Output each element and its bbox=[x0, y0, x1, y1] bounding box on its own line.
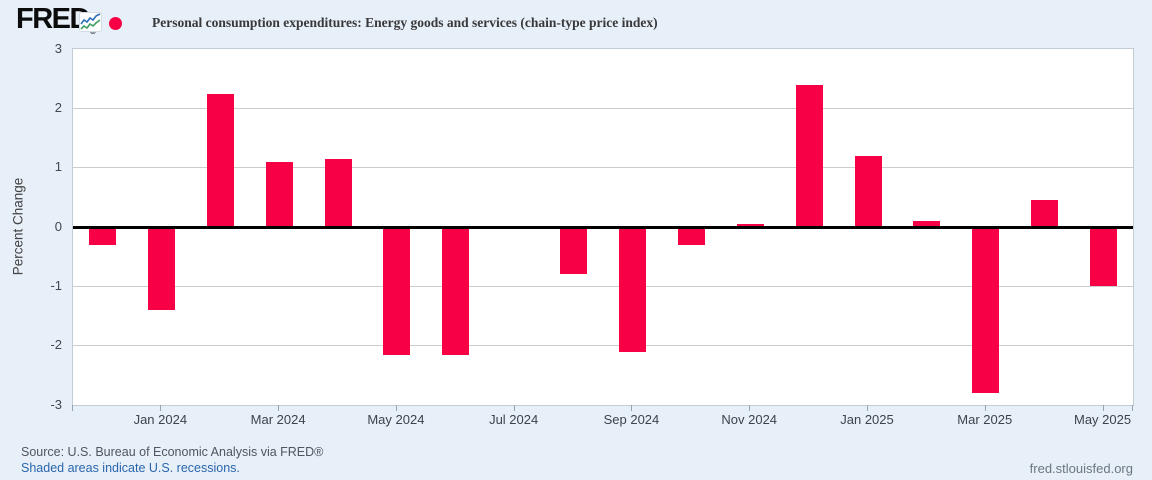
gridline-y-1 bbox=[73, 167, 1133, 169]
x-tick-may-2024 bbox=[395, 405, 397, 411]
x-axis-edge-tick-right bbox=[1132, 405, 1133, 411]
x-tick-mar-2025 bbox=[984, 405, 986, 411]
chart-header: FRED® Personal consumption expenditures:… bbox=[0, 0, 1152, 40]
mini-line-chart-icon bbox=[79, 12, 102, 32]
bar-oct-2024[interactable] bbox=[677, 227, 705, 245]
bar-aug-2024[interactable] bbox=[560, 227, 588, 275]
legend-item[interactable]: Personal consumption expenditures: Energ… bbox=[109, 15, 658, 31]
bar-jan-2024[interactable] bbox=[147, 227, 175, 311]
y-tick-label-3: 3 bbox=[54, 40, 62, 56]
x-tick-sep-2024 bbox=[631, 405, 633, 411]
bar-feb-2024[interactable] bbox=[206, 93, 234, 227]
bar-dec-2024[interactable] bbox=[795, 84, 823, 227]
bar-jan-2025[interactable] bbox=[854, 155, 882, 227]
bar-dec-2023[interactable] bbox=[88, 227, 116, 245]
x-tick-label-sep-2024: Sep 2024 bbox=[603, 412, 660, 427]
fred-site-link[interactable]: fred.stlouisfed.org bbox=[1029, 461, 1133, 476]
bar-may-2024[interactable] bbox=[383, 227, 411, 355]
y-tick-label-2: 2 bbox=[54, 99, 62, 115]
x-tick-label-mar-2025: Mar 2025 bbox=[957, 412, 1013, 427]
zero-line bbox=[73, 225, 1133, 229]
x-tick-jul-2024 bbox=[513, 405, 515, 411]
gridline-y--1 bbox=[73, 285, 1133, 287]
bar-sep-2024[interactable] bbox=[618, 227, 646, 352]
bar-feb-2025[interactable] bbox=[913, 221, 941, 227]
y-tick-label--2: -2 bbox=[50, 337, 62, 353]
x-axis-edge-tick-left bbox=[72, 405, 73, 411]
series-title: Personal consumption expenditures: Energ… bbox=[152, 15, 658, 30]
x-tick-label-mar-2024: Mar 2024 bbox=[250, 412, 306, 427]
x-tick-label-jan-2024: Jan 2024 bbox=[133, 412, 188, 427]
x-tick-may-2025 bbox=[1102, 405, 1104, 411]
x-tick-jan-2024 bbox=[160, 405, 162, 411]
series-legend-dot-icon bbox=[109, 16, 122, 30]
plot-area bbox=[72, 48, 1134, 406]
x-tick-jan-2025 bbox=[867, 405, 868, 411]
x-tick-label-nov-2024: Nov 2024 bbox=[721, 412, 778, 427]
y-tick-label--1: -1 bbox=[50, 277, 62, 293]
x-tick-label-may-2025: May 2025 bbox=[1074, 412, 1132, 427]
y-tick-label--3: -3 bbox=[50, 396, 62, 412]
x-tick-nov-2024 bbox=[749, 405, 751, 411]
gridline-y-2 bbox=[73, 107, 1133, 109]
bar-apr-2025[interactable] bbox=[1031, 200, 1059, 227]
bar-apr-2024[interactable] bbox=[324, 158, 352, 227]
bar-jun-2024[interactable] bbox=[442, 227, 470, 355]
bar-mar-2025[interactable] bbox=[972, 227, 1000, 394]
x-tick-label-jan-2025: Jan 2025 bbox=[840, 412, 894, 427]
y-tick-label-0: 0 bbox=[54, 218, 62, 234]
y-tick-label-1: 1 bbox=[54, 159, 62, 175]
x-tick-label-may-2024: May 2024 bbox=[367, 412, 425, 427]
source-text: Source: U.S. Bureau of Economic Analysis… bbox=[21, 445, 324, 459]
bar-may-2025[interactable] bbox=[1090, 227, 1118, 287]
x-tick-mar-2024 bbox=[278, 405, 280, 411]
gridline-y--2 bbox=[73, 345, 1133, 347]
recession-note-link[interactable]: Shaded areas indicate U.S. recessions. bbox=[21, 461, 240, 475]
bar-mar-2024[interactable] bbox=[265, 161, 293, 227]
y-axis-title: Percent Change bbox=[10, 177, 26, 276]
x-tick-label-jul-2024: Jul 2024 bbox=[489, 412, 539, 427]
